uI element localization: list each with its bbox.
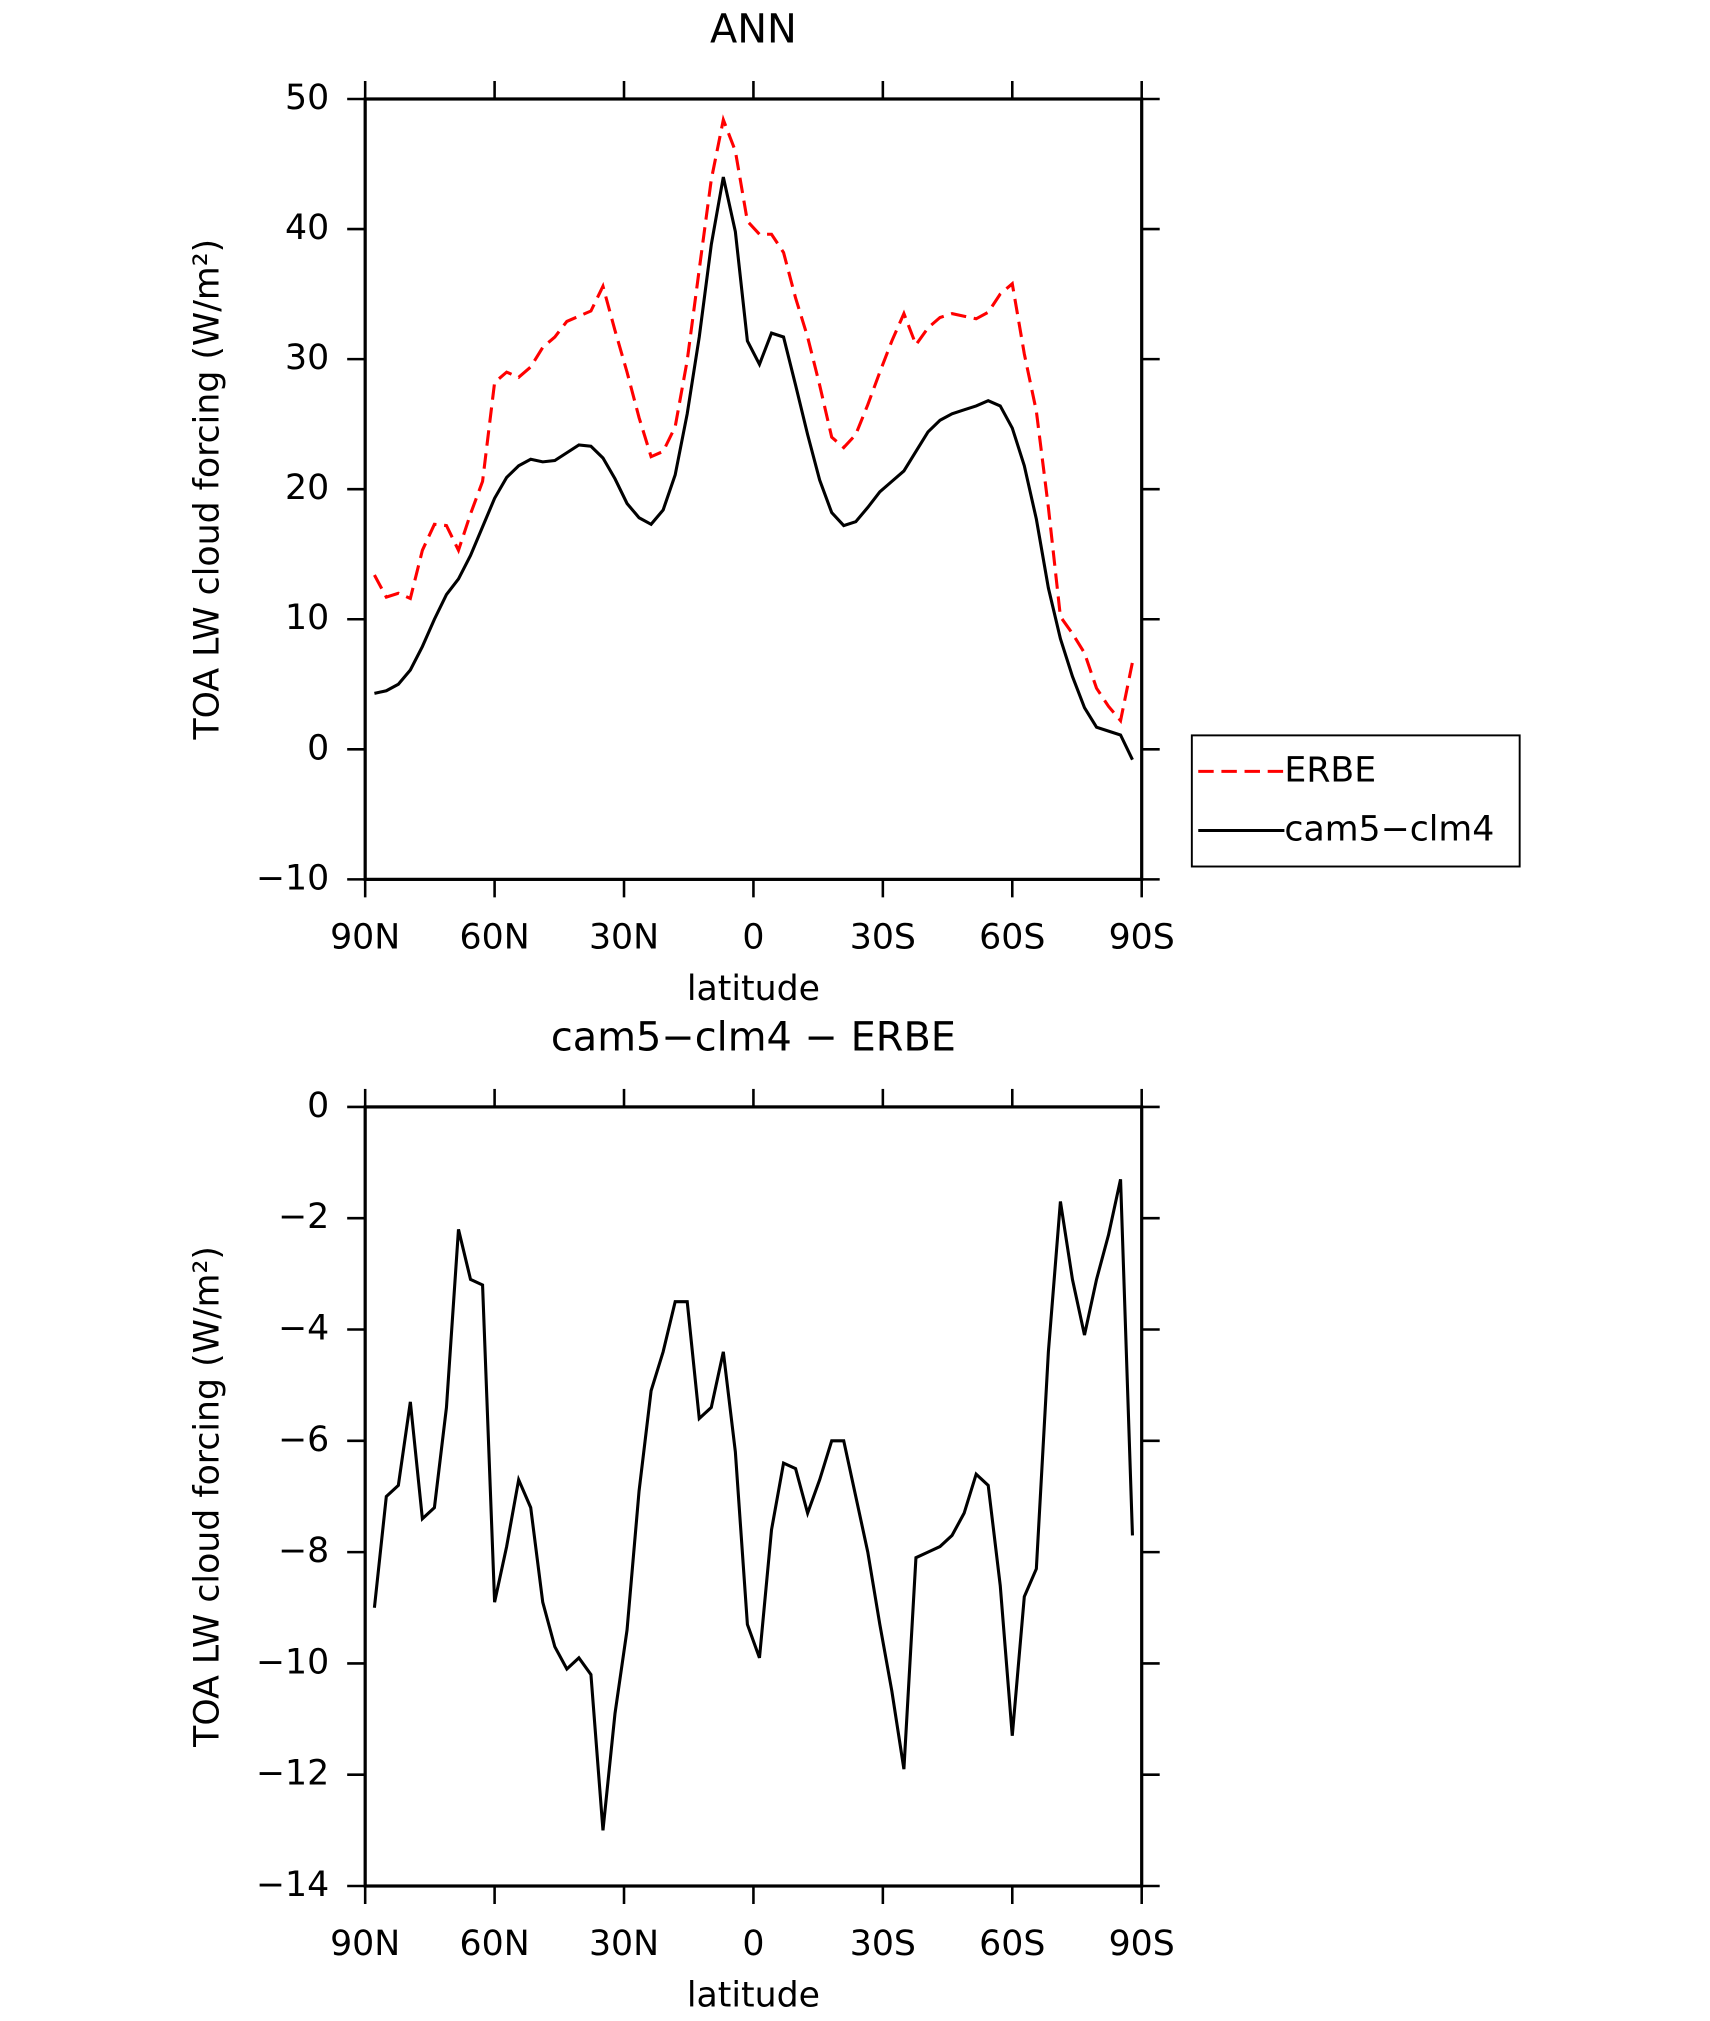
- x-tick-label: 90N: [330, 918, 400, 958]
- y-tick-label: −4: [278, 1309, 329, 1349]
- y-tick-label: −14: [256, 1865, 329, 1905]
- y-tick-label: 10: [285, 598, 329, 638]
- legend-label: ERBE: [1284, 750, 1376, 790]
- data-line: [374, 176, 1134, 761]
- x-tick-label: 90S: [1109, 918, 1175, 958]
- y-axis-label: TOA LW cloud forcing (W/m²): [187, 239, 227, 741]
- y-tick-label: −12: [256, 1754, 329, 1794]
- x-tick-label: 30N: [589, 1924, 659, 1964]
- data-line: [372, 1178, 1135, 1831]
- y-tick-label: 0: [307, 1086, 329, 1126]
- x-tick-label: 30S: [850, 918, 916, 958]
- y-tick-label: −10: [256, 1642, 329, 1682]
- x-tick-label: 90S: [1109, 1924, 1175, 1964]
- x-tick-label: 60N: [460, 1924, 530, 1964]
- x-tick-label: 30S: [850, 1924, 916, 1964]
- x-axis-label: latitude: [687, 1976, 820, 2016]
- x-tick-label: 0: [742, 918, 764, 958]
- y-axis-label: TOA LW cloud forcing (W/m²): [187, 1246, 227, 1748]
- x-tick-label: 30N: [589, 918, 659, 958]
- y-tick-label: −6: [278, 1420, 329, 1460]
- data-line: [373, 114, 1134, 725]
- x-tick-label: 0: [742, 1924, 764, 1964]
- x-tick-label: 60N: [460, 918, 530, 958]
- x-tick-label: 60S: [979, 918, 1045, 958]
- chart-title: cam5−clm4 − ERBE: [551, 1015, 956, 1061]
- plot-frame: [363, 1105, 1144, 1888]
- legend-box: [1190, 734, 1521, 868]
- x-tick-label: 90N: [330, 1924, 400, 1964]
- y-tick-label: −8: [278, 1531, 329, 1571]
- chart-title: ANN: [710, 7, 797, 53]
- plot-frame: [363, 97, 1144, 881]
- y-tick-label: 0: [307, 728, 329, 768]
- x-axis-label: latitude: [687, 969, 820, 1009]
- legend-label: cam5−clm4: [1284, 810, 1494, 850]
- y-tick-label: 30: [285, 338, 329, 378]
- y-tick-label: −2: [278, 1197, 329, 1237]
- y-tick-label: −10: [256, 858, 329, 898]
- y-tick-label: 40: [285, 208, 329, 248]
- y-tick-label: 20: [285, 468, 329, 508]
- y-tick-label: 50: [285, 78, 329, 118]
- x-tick-label: 60S: [979, 1924, 1045, 1964]
